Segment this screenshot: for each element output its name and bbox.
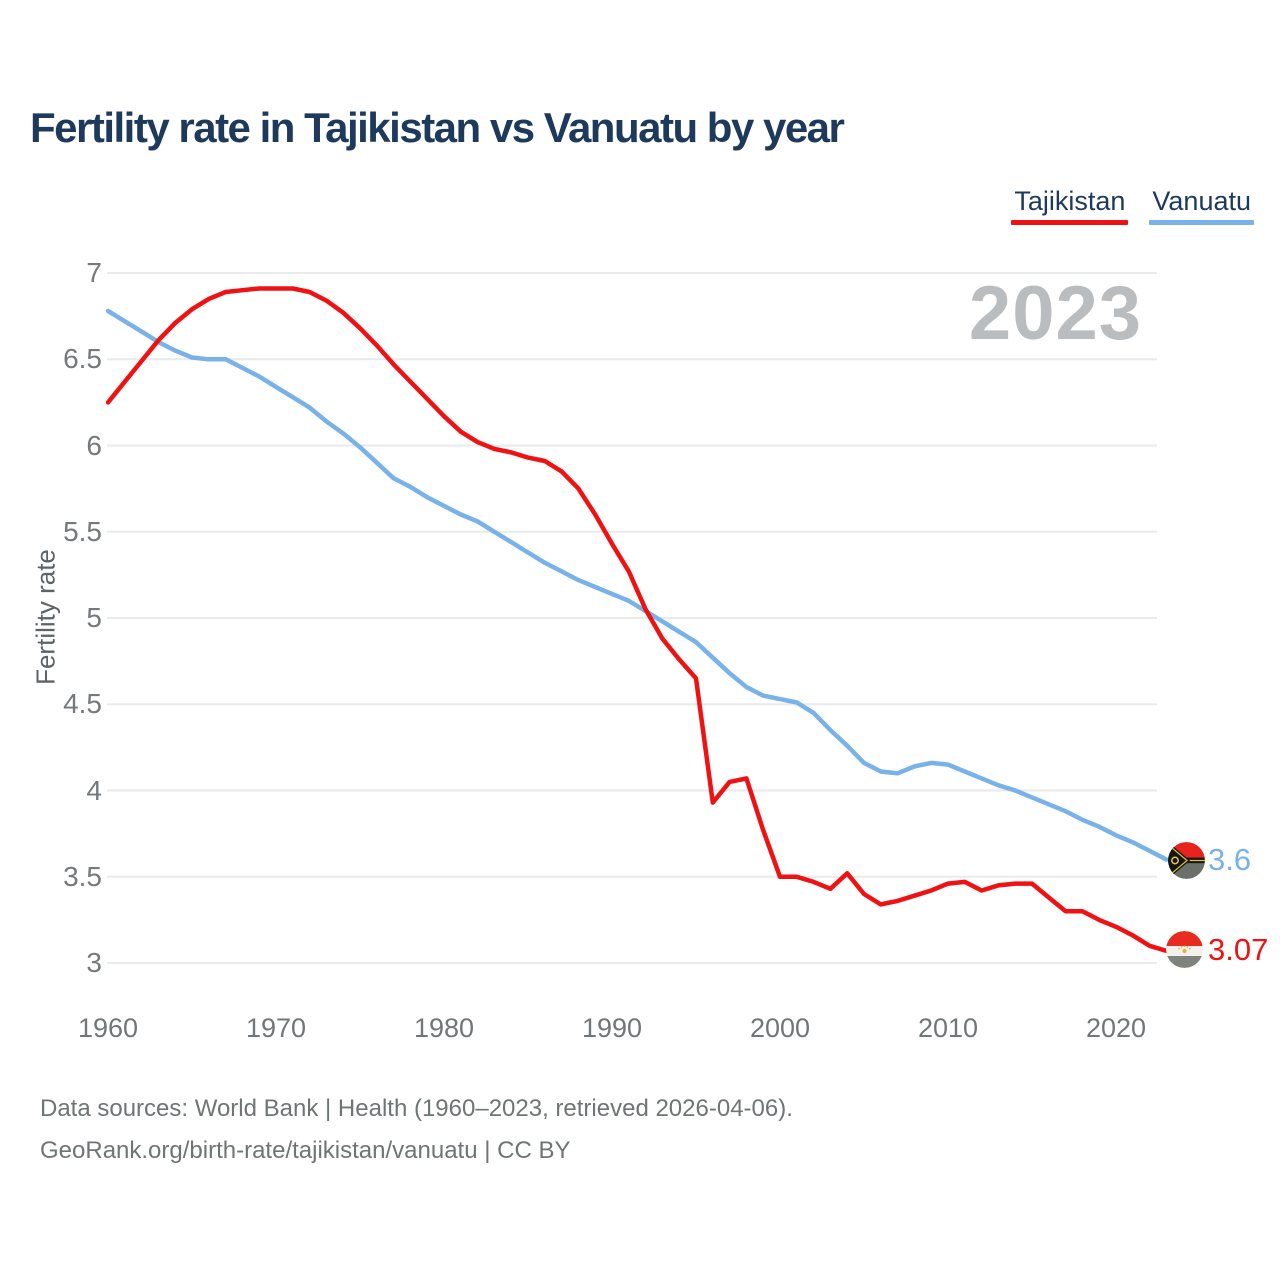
page-title: Fertility rate in Tajikistan vs Vanuatu … <box>30 104 845 151</box>
y-tick-label: 7 <box>86 257 102 288</box>
source-line-1: Data sources: World Bank | Health (1960–… <box>40 1095 793 1122</box>
y-tick-label: 3 <box>86 947 102 978</box>
y-tick-label: 6 <box>86 429 102 461</box>
x-tick-label: 1960 <box>77 1013 139 1043</box>
y-tick-label: 6.5 <box>63 343 102 375</box>
x-tick-label: 1970 <box>245 1013 307 1043</box>
tajikistan-line <box>105 286 1169 954</box>
source-line-2: GeoRank.org/birth-rate/tajikistan/vanuat… <box>40 1137 571 1164</box>
x-tick-label: 2000 <box>749 1013 811 1043</box>
legend-color-swatch-vanuatu <box>1149 220 1254 225</box>
y-tick-label: 5.5 <box>63 515 102 547</box>
x-tick-label: 2010 <box>917 1013 979 1043</box>
legend-label-vanuatu: Vanuatu <box>1152 186 1251 216</box>
y-tick-label: 4.5 <box>63 688 102 720</box>
legend-color-swatch-tajikistan <box>1011 220 1129 225</box>
chart-legend: Tajikistan Vanuatu <box>1011 186 1254 225</box>
vanuatu-flag-icon <box>1168 842 1205 879</box>
legend-item-vanuatu[interactable]: Vanuatu <box>1149 186 1254 225</box>
watermark-year: 2023 <box>968 271 1142 356</box>
source-attribution: Data sources: World Bank | Health (1960–… <box>40 1088 793 1172</box>
x-tick-label: 1980 <box>413 1013 475 1043</box>
vanuatu-end-value-label: 3.6 <box>1208 842 1252 877</box>
vanuatu-line <box>105 308 1169 862</box>
y-tick-label: 3.5 <box>63 860 102 892</box>
y-axis-title: Fertility rate <box>30 549 61 685</box>
tajikistan-end-value-label: 3.07 <box>1208 932 1269 967</box>
x-tick-label: 1990 <box>581 1013 643 1043</box>
legend-item-tajikistan[interactable]: Tajikistan <box>1011 186 1129 225</box>
legend-label-tajikistan: Tajikistan <box>1014 186 1126 216</box>
y-tick-label: 4 <box>86 774 102 806</box>
x-tick-label: 2020 <box>1085 1013 1147 1043</box>
y-tick-label: 5 <box>86 602 102 633</box>
tajikistan-flag-icon <box>1166 931 1203 968</box>
